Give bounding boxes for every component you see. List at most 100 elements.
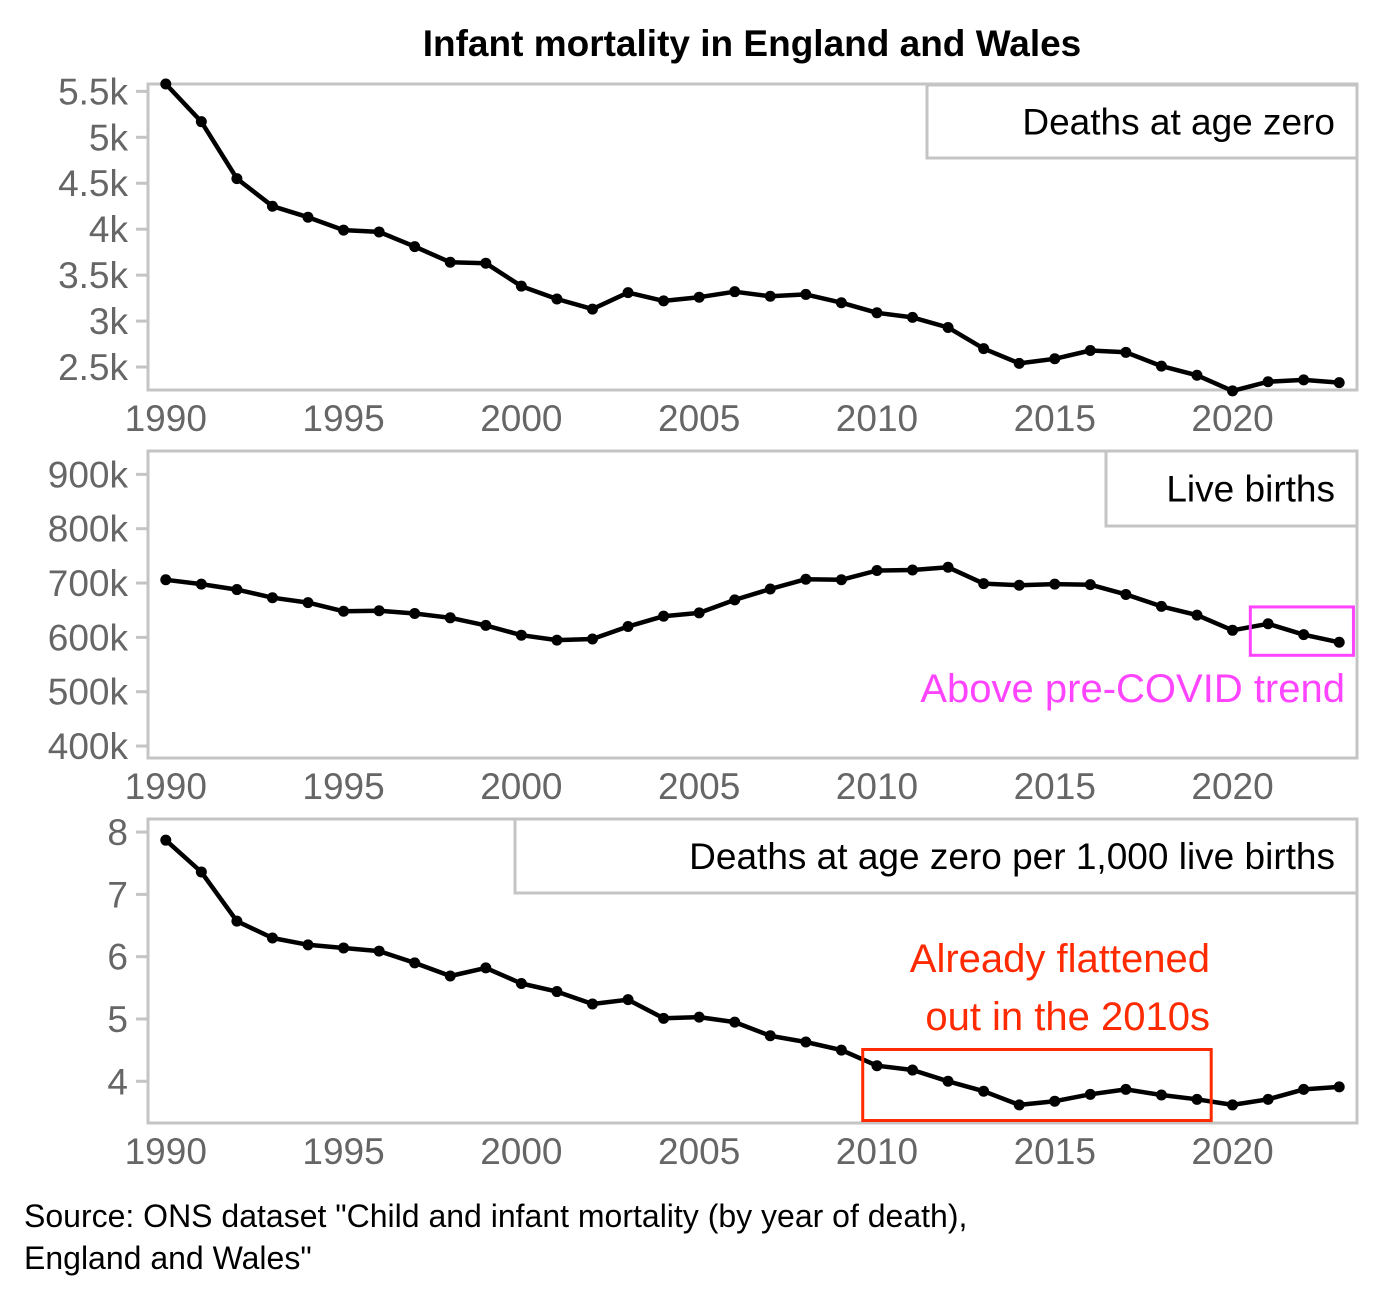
y-tick-label: 5 [107, 999, 128, 1040]
data-point-2000 [515, 629, 527, 641]
data-point-2013 [978, 1085, 990, 1097]
y-tick-label: 900k [48, 454, 129, 495]
data-point-1990 [160, 834, 172, 846]
panel-label: Deaths at age zero per 1,000 live births [689, 836, 1335, 877]
x-tick-label: 1995 [302, 766, 384, 807]
plot-frame [146, 82, 1359, 392]
data-point-1995 [338, 605, 350, 617]
data-point-1993 [266, 592, 278, 604]
data-point-2017 [1120, 346, 1132, 358]
data-point-1997 [409, 607, 421, 619]
data-point-2022 [1298, 1083, 1310, 1095]
x-tick-label: 2005 [658, 766, 740, 807]
data-point-2008 [800, 1036, 812, 1048]
data-point-2020 [1227, 385, 1239, 397]
series-line [164, 82, 1340, 394]
source-line-1: Source: ONS dataset "Child and infant mo… [24, 1198, 967, 1234]
y-tick-label: 5.5k [58, 71, 128, 112]
y-tick-label: 3k [89, 301, 129, 342]
x-tick-label: 2020 [1191, 766, 1273, 807]
data-point-2006 [729, 594, 741, 606]
annotation-text: Above pre-COVID trend [920, 667, 1345, 711]
data-point-1992 [231, 915, 243, 927]
panel-label-box [1104, 449, 1359, 528]
data-point-1991 [195, 578, 207, 590]
data-point-2023 [1333, 377, 1345, 389]
data-point-2004 [658, 610, 670, 622]
data-point-2021 [1262, 618, 1274, 630]
data-point-1991 [195, 116, 207, 128]
data-point-2019 [1191, 609, 1203, 621]
panel-label: Deaths at age zero [1022, 102, 1335, 143]
data-point-1999 [480, 619, 492, 631]
data-point-2002 [586, 998, 598, 1010]
data-point-2017 [1120, 588, 1132, 600]
data-point-1994 [302, 597, 314, 609]
x-tick-label: 1995 [302, 398, 384, 439]
data-point-1998 [444, 612, 456, 624]
x-tick-label: 2005 [658, 398, 740, 439]
y-tick-label: 4k [89, 209, 129, 250]
data-point-1990 [160, 78, 172, 90]
data-point-2001 [551, 986, 563, 998]
x-tick-label: 2000 [480, 1131, 562, 1172]
x-tick-label: 2010 [836, 1131, 918, 1172]
y-tick-label: 4 [107, 1061, 128, 1102]
data-point-2005 [693, 607, 705, 619]
plot-frame [146, 449, 1359, 760]
data-point-1993 [266, 200, 278, 212]
x-tick-label: 1995 [302, 1131, 384, 1172]
panel-3: 4 5 6 7 8 1990 1995 2000 2005 2010 2015 2020 Deaths … [107, 812, 1359, 1172]
data-point-2002 [586, 303, 598, 315]
y-tick-label: 700k [48, 563, 129, 604]
data-point-1994 [302, 211, 314, 223]
data-point-2007 [764, 290, 776, 302]
data-point-2022 [1298, 629, 1310, 641]
panel-label-box [925, 83, 1359, 160]
series-line [164, 838, 1340, 1108]
data-point-2012 [942, 322, 954, 334]
data-point-1993 [266, 932, 278, 944]
data-point-2020 [1227, 624, 1239, 636]
data-point-1994 [302, 939, 314, 951]
data-point-2013 [978, 578, 990, 590]
data-point-1997 [409, 241, 421, 253]
x-tick-label: 1990 [125, 398, 207, 439]
data-point-2021 [1262, 1093, 1274, 1105]
series-line [165, 565, 1340, 645]
data-point-2001 [551, 634, 563, 646]
annotation-box [1248, 605, 1355, 657]
y-tick-label: 7 [107, 874, 128, 915]
x-tick-label: 2010 [836, 766, 918, 807]
panel-1: 2.5k 3k 3.5k 4k 4.5k 5k 5.5k 1990 1995 2000 2005 20… [58, 71, 1359, 439]
panels: 2.5k 3k 3.5k 4k 4.5k 5k 5.5k 1990 1995 2000 2005 20… [48, 71, 1359, 1172]
data-point-2009 [835, 1044, 847, 1056]
data-point-2004 [658, 295, 670, 307]
data-point-2010 [871, 1060, 883, 1072]
data-point-2019 [1191, 369, 1203, 381]
data-point-2016 [1084, 579, 1096, 591]
data-point-2008 [800, 573, 812, 585]
data-point-2011 [907, 564, 919, 576]
x-tick-label: 1990 [125, 1131, 207, 1172]
data-point-1995 [338, 224, 350, 236]
data-point-2010 [871, 307, 883, 319]
data-point-2013 [978, 343, 990, 355]
y-tick-label: 6 [107, 937, 128, 978]
data-point-2014 [1013, 1099, 1025, 1111]
data-point-1999 [480, 962, 492, 974]
data-point-2011 [907, 1064, 919, 1076]
x-tick-label: 2000 [480, 398, 562, 439]
data-point-2011 [907, 311, 919, 323]
data-point-1995 [338, 942, 350, 954]
chart-title: Infant mortality in England and Wales [423, 23, 1082, 64]
data-point-2009 [835, 297, 847, 309]
data-point-2010 [871, 565, 883, 577]
data-point-1999 [480, 257, 492, 269]
data-point-1998 [444, 256, 456, 268]
data-point-2007 [764, 583, 776, 595]
data-point-2000 [515, 977, 527, 989]
y-tick-label: 8 [107, 812, 128, 853]
data-point-2016 [1084, 1088, 1096, 1100]
